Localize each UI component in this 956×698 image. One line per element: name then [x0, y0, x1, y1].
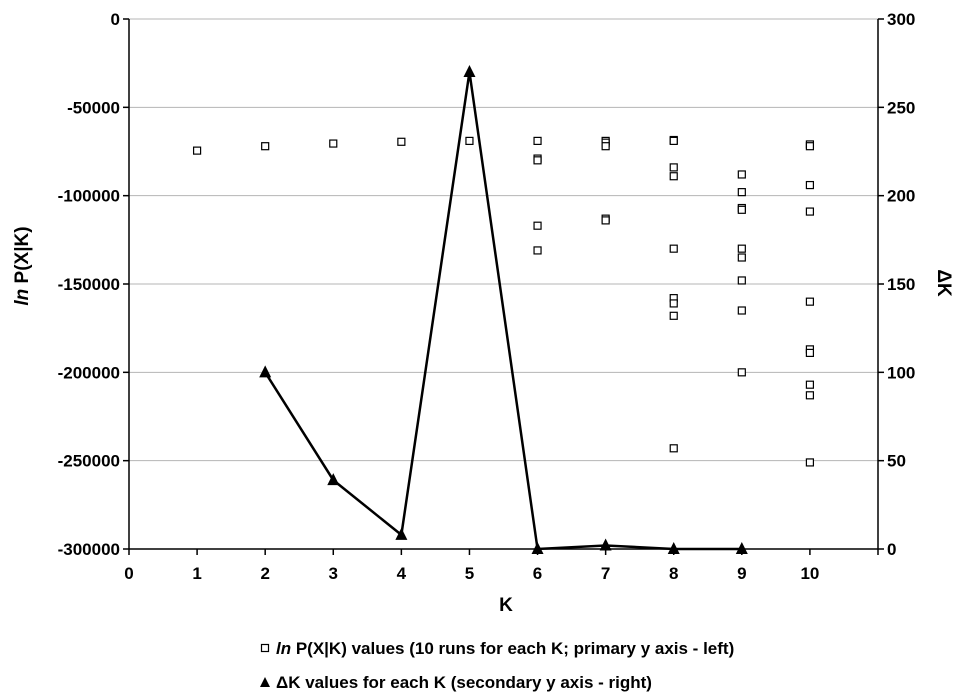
legend-label-lnp: ln P(X|K) values (10 runs for each K; pr… [276, 639, 734, 658]
data-point-lnp [737, 276, 746, 285]
data-point-lnp [669, 299, 678, 308]
x-axis-title: K [499, 595, 513, 616]
legend-label-lnp-rest: P(X|K) values (10 runs for each K; prima… [291, 639, 734, 658]
x-tick-label: 3 [329, 564, 338, 583]
data-point-lnp [805, 297, 815, 306]
y-axis-right: 300 250 200 150 100 50 0 [877, 10, 915, 559]
x-tick-label: 1 [192, 564, 201, 583]
y-tick-label: -200000 [58, 363, 120, 382]
legend-item-lnp: ln P(X|K) values (10 runs for each K; pr… [260, 639, 734, 658]
data-point-lnp [805, 380, 815, 389]
series-line-deltak [264, 71, 742, 551]
legend-item-deltak: ΔK values for each K (secondary y axis -… [260, 673, 652, 692]
y2-tick-label: 250 [887, 98, 915, 117]
gridlines [129, 18, 878, 550]
legend-marker-triangle [260, 677, 270, 687]
y2-tick-label: 300 [887, 10, 915, 29]
y-tick-label: -150000 [58, 275, 120, 294]
data-point-deltak [599, 538, 612, 551]
x-axis: 0 1 2 3 4 5 6 7 8 9 10 [124, 548, 879, 583]
data-point-lnp [805, 391, 815, 400]
y-axis-title: ln P(X|K) [12, 226, 33, 305]
y-axis-left: 0 -50000 -100000 -150000 -200000 -250000 -3000… [58, 10, 130, 559]
data-point-lnp [329, 139, 338, 148]
data-point-lnp [805, 142, 815, 151]
legend-label-lnp-italic: ln [276, 639, 291, 658]
x-tick-label: 10 [800, 564, 819, 583]
data-point-lnp [192, 146, 202, 155]
legend-marker-square [260, 643, 270, 653]
data-point-deltak [259, 365, 272, 378]
data-point-lnp [397, 137, 406, 146]
legend-label-deltak: ΔK values for each K (secondary y axis -… [276, 673, 652, 692]
data-point-deltak [395, 527, 408, 540]
data-point-lnp [737, 244, 746, 253]
data-point-lnp [669, 244, 678, 253]
y-tick-label: -100000 [58, 187, 120, 206]
y2-tick-label: 100 [887, 363, 915, 382]
x-tick-label: 5 [465, 564, 474, 583]
data-point-lnp [737, 306, 746, 315]
data-point-lnp [805, 458, 815, 467]
y2-tick-label: 0 [887, 540, 896, 559]
data-point-lnp [533, 136, 542, 145]
data-point-lnp [669, 311, 678, 320]
data-point-lnp [465, 136, 474, 145]
data-point-lnp [669, 163, 678, 172]
x-tick-label: 7 [601, 564, 610, 583]
x-tick-label: 9 [737, 564, 746, 583]
data-point-lnp [737, 188, 746, 197]
data-point-lnp [669, 444, 678, 453]
y-tick-label: -300000 [58, 540, 120, 559]
x-tick-label: 4 [397, 564, 407, 583]
data-point-lnp [805, 180, 815, 190]
y-tick-label: 0 [111, 10, 120, 29]
y-axis-title-italic: ln [12, 289, 33, 306]
y2-tick-label: 200 [887, 187, 915, 206]
x-tick-label: 6 [533, 564, 542, 583]
x-tick-label: 0 [124, 564, 133, 583]
series-lines [264, 71, 742, 551]
y-axis-title-rest: P(X|K) [12, 226, 33, 288]
data-point-lnp [737, 170, 746, 179]
data-point-lnp [805, 207, 815, 216]
data-point-lnp [805, 348, 815, 357]
y2-axis-title: ΔK [933, 269, 954, 297]
series-markers [192, 65, 815, 554]
data-point-lnp [533, 221, 542, 230]
data-point-deltak [735, 542, 748, 554]
y-tick-label: -250000 [58, 452, 120, 471]
y2-tick-label: 150 [887, 275, 915, 294]
data-point-lnp [737, 368, 746, 377]
data-point-deltak [327, 473, 340, 486]
data-point-lnp [669, 172, 678, 181]
data-point-deltak [463, 65, 476, 77]
legend: ln P(X|K) values (10 runs for each K; pr… [260, 639, 734, 692]
data-point-lnp [737, 205, 746, 214]
data-point-lnp [601, 142, 610, 151]
x-tick-label: 2 [260, 564, 269, 583]
data-point-deltak [531, 542, 544, 554]
y-tick-label: -50000 [67, 98, 120, 117]
data-point-lnp [601, 216, 610, 225]
data-point-lnp [533, 246, 542, 255]
data-point-lnp [261, 142, 270, 151]
data-point-lnp [533, 156, 542, 165]
data-point-lnp [737, 253, 746, 262]
data-point-deltak [667, 542, 680, 554]
y2-tick-label: 50 [887, 452, 906, 471]
data-point-lnp [669, 136, 678, 145]
x-tick-label: 8 [669, 564, 678, 583]
